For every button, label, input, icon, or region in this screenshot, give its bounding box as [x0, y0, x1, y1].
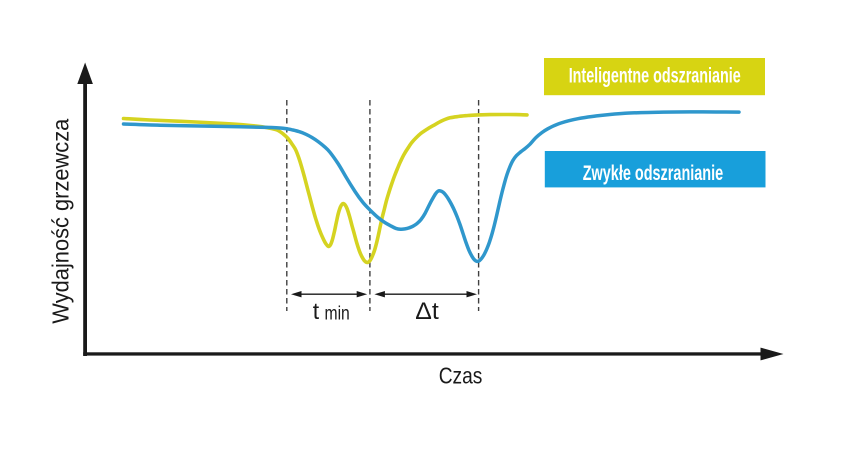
svg-text:Δt: Δt [415, 298, 439, 325]
svg-text:Czas: Czas [439, 363, 483, 389]
svg-text:Zwykłe odszranianie: Zwykłe odszranianie [583, 162, 724, 185]
svg-text:min: min [325, 304, 350, 325]
svg-text:Inteligentne odszranianie: Inteligentne odszranianie [569, 65, 741, 88]
svg-text:Wydajność grzewcza: Wydajność grzewcza [48, 119, 74, 324]
svg-text:t: t [313, 298, 320, 324]
